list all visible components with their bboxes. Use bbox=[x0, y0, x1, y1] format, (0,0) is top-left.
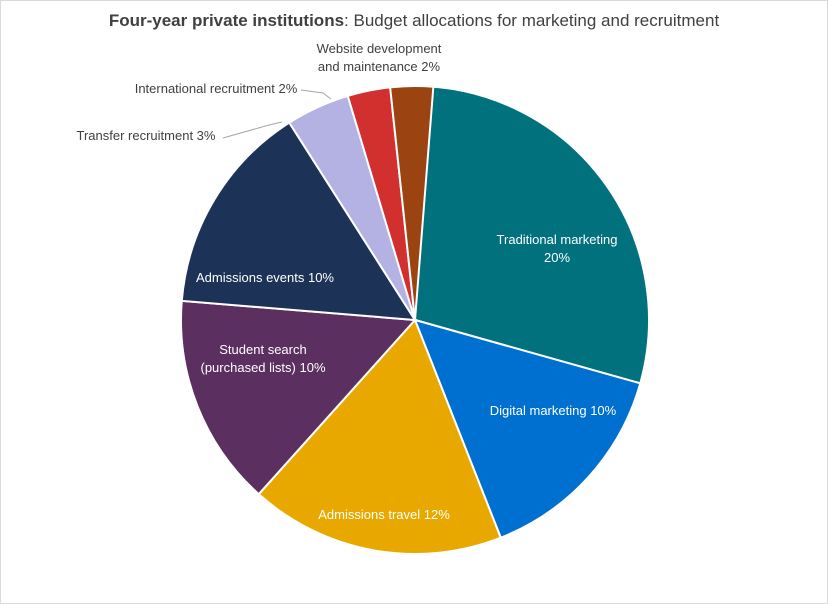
data-label-line: Admissions travel 12% bbox=[318, 507, 450, 522]
data-label-line: Student search bbox=[219, 342, 306, 357]
data-label-transfer-recruitment: Transfer recruitment 3% bbox=[77, 128, 216, 143]
data-label-line: Admissions events 10% bbox=[196, 270, 334, 285]
data-label-student-search-purchased-lists: Student search (purchased lists) 10% bbox=[201, 342, 326, 375]
data-label-line: 20% bbox=[544, 250, 570, 265]
data-label-admissions-travel: Admissions travel 12% bbox=[318, 507, 450, 522]
data-label-admissions-events: Admissions events 10% bbox=[196, 270, 334, 285]
data-label-line: Traditional marketing bbox=[497, 232, 618, 247]
data-label-digital-marketing: Digital marketing 10% bbox=[490, 403, 617, 418]
chart-title: Four-year private institutions: Budget a… bbox=[1, 11, 827, 31]
slice-student-search-purchased-lists bbox=[180, 299, 418, 496]
data-label-line: (purchased lists) 10% bbox=[201, 360, 326, 375]
slice-website-development-and-maintenance bbox=[389, 85, 435, 321]
data-label-line: and maintenance 2% bbox=[318, 59, 441, 74]
slice-admissions-travel bbox=[257, 318, 503, 555]
data-label-international-recruitment: International recruitment 2% bbox=[135, 81, 298, 96]
data-label-line: Transfer recruitment 3% bbox=[77, 128, 216, 143]
leader-line-international-recruitment bbox=[300, 89, 332, 100]
slice-admissions-events bbox=[180, 121, 417, 322]
data-label-line: International recruitment 2% bbox=[135, 81, 298, 96]
data-label-website-development-and-maintenance: Website development and maintenance 2% bbox=[317, 41, 442, 74]
data-label-line: Website development bbox=[317, 41, 442, 56]
data-label-traditional-marketing: Traditional marketing 20% bbox=[497, 232, 618, 265]
chart-title-rest: : Budget allocations for marketing and r… bbox=[344, 11, 720, 30]
slice-digital-marketing bbox=[413, 318, 642, 540]
slice-traditional-marketing bbox=[414, 84, 650, 385]
chart-title-bold: Four-year private institutions bbox=[108, 11, 345, 30]
data-label-line: Digital marketing 10% bbox=[490, 403, 617, 418]
leader-line-transfer-recruitment bbox=[222, 121, 283, 139]
